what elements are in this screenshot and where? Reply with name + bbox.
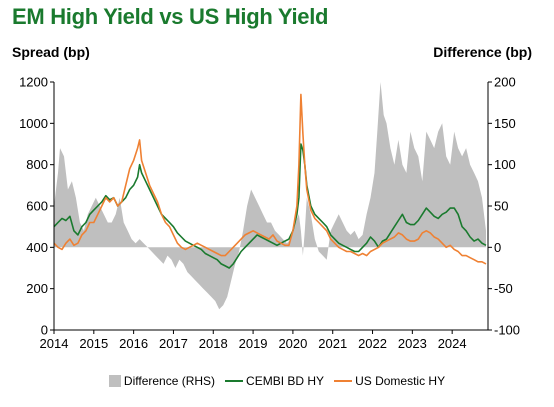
difference-area (54, 82, 486, 310)
x-tick-label: 2018 (199, 336, 228, 351)
y-left-tick-label: 600 (26, 199, 48, 214)
y-right-tick-label: 0 (494, 240, 501, 255)
axes-layer: 0 200 400 600 800 1000 1200 -100 -50 0 50 100 150 200… (19, 75, 520, 352)
y-left-tick-label: 800 (26, 157, 48, 172)
x-tick-label: 2016 (119, 336, 148, 351)
legend-label-difference: Difference (RHS) (123, 374, 216, 388)
x-tick-label: 2023 (398, 336, 427, 351)
legend-item-cembi: CEMBI BD HY (225, 374, 324, 388)
x-tick-label: 2014 (40, 336, 69, 351)
y-axis-left-label: Spread (bp) (12, 44, 90, 60)
y-left-tick-label: 1200 (19, 75, 48, 90)
y-right-tick-label: -50 (494, 281, 513, 296)
spread-lines-layer (53, 93, 487, 269)
y-axis-right-label: Difference (bp) (433, 44, 532, 60)
legend-item-us: US Domestic HY (334, 374, 445, 388)
y-left-tick-label: 200 (26, 281, 48, 296)
legend-item-difference: Difference (RHS) (108, 374, 216, 388)
x-tick-label: 2022 (358, 336, 387, 351)
chart-title: EM High Yield vs US High Yield (12, 4, 329, 29)
y-right-tick-label: 150 (494, 116, 516, 131)
legend-swatch-us (334, 380, 353, 382)
y-left-tick-label: 400 (26, 240, 48, 255)
x-tick-label: 2021 (318, 336, 347, 351)
y-left-tick-label: 0 (41, 323, 48, 338)
y-right-tick-label: 50 (494, 199, 508, 214)
legend: Difference (RHS) CEMBI BD HY US Domestic… (0, 374, 554, 388)
y-right-tick-label: 200 (494, 75, 516, 90)
y-left-tick-label: 1000 (19, 116, 48, 131)
legend-swatch-cembi (225, 380, 244, 382)
x-tick-label: 2024 (438, 336, 467, 351)
legend-swatch-difference (108, 375, 121, 387)
x-tick-label: 2017 (159, 336, 188, 351)
x-tick-label: 2020 (278, 336, 307, 351)
legend-label-cembi: CEMBI BD HY (246, 374, 325, 388)
x-tick-label: 2019 (239, 336, 268, 351)
y-right-tick-label: -100 (494, 323, 520, 338)
us-domestic-hy-line (53, 93, 487, 265)
difference-area-layer (54, 82, 486, 310)
y-right-tick-label: 100 (494, 157, 516, 172)
cembi-bd-hy-line (53, 143, 487, 269)
legend-label-us: US Domestic HY (355, 374, 446, 388)
x-tick-label: 2015 (79, 336, 108, 351)
